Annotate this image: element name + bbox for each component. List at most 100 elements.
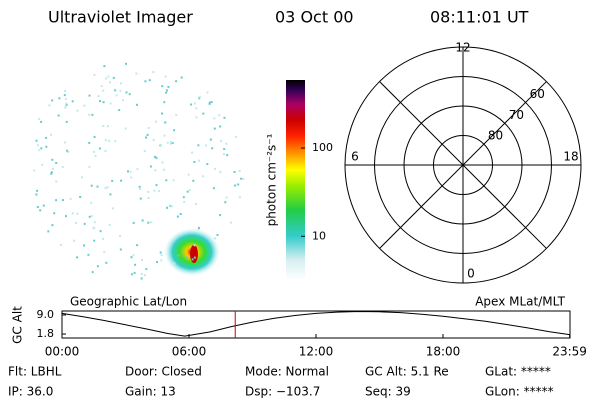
noise-pixel [145, 136, 147, 139]
noise-pixel [65, 103, 68, 106]
noise-pixel [36, 144, 39, 147]
noise-pixel [108, 224, 111, 226]
noise-pixel [140, 273, 143, 275]
colorbar-tick-label: 10 [312, 229, 326, 242]
noise-pixel [160, 259, 163, 262]
noise-pixel [88, 165, 91, 168]
noise-pixel [93, 221, 96, 224]
noise-pixel [152, 71, 155, 74]
noise-pixel [51, 224, 54, 227]
noise-pixel [125, 62, 127, 65]
noise-pixel [237, 183, 240, 186]
noise-pixel [149, 165, 152, 168]
noise-pixel [42, 204, 45, 207]
noise-pixel [179, 213, 182, 215]
noise-pixel [183, 200, 186, 203]
altitude-curve [61, 310, 570, 337]
noise-pixel [222, 153, 225, 156]
info-field: GC Alt: 5.1 Re [365, 365, 449, 379]
noise-pixel [206, 91, 209, 94]
noise-pixel [192, 179, 195, 182]
noise-pixel [165, 179, 168, 182]
noise-pixel [234, 135, 237, 138]
noise-pixel [205, 144, 207, 147]
noise-pixel [53, 212, 56, 215]
colorbar-tick-label: 100 [312, 141, 333, 154]
noise-pixel [76, 256, 79, 259]
noise-pixel [105, 77, 108, 80]
noise-pixel [188, 189, 191, 192]
noise-pixel [109, 193, 112, 196]
noise-pixel [93, 239, 96, 242]
noise-pixel [121, 99, 124, 102]
noise-pixel [119, 234, 122, 237]
noise-pixel [166, 141, 169, 144]
noise-pixel [208, 101, 211, 104]
noise-pixel [197, 144, 200, 147]
noise-pixel [225, 142, 228, 145]
noise-pixel [107, 75, 110, 78]
noise-pixel [47, 230, 50, 233]
noise-pixel [144, 80, 147, 83]
noise-pixel [161, 85, 164, 88]
noise-pixel [96, 185, 99, 188]
noise-pixel [36, 189, 39, 192]
noise-pixel [136, 103, 138, 106]
noise-pixel [139, 197, 142, 200]
noise-pixel [218, 114, 221, 117]
date: 03 Oct 00 [275, 8, 354, 27]
noise-pixel [160, 254, 163, 256]
y-tick-label: 9.0 [37, 308, 55, 321]
noise-pixel [198, 226, 200, 229]
noise-pixel [138, 185, 141, 188]
noise-pixel [58, 97, 61, 100]
noise-pixel [193, 161, 196, 163]
noise-pixel [133, 271, 136, 274]
noise-pixel [163, 168, 166, 171]
noise-pixel [175, 80, 178, 83]
noise-pixel [55, 180, 58, 183]
noise-pixel [65, 215, 67, 218]
noise-pixel [102, 237, 105, 240]
noise-pixel [65, 120, 68, 123]
noise-pixel [159, 251, 162, 254]
noise-pixel [87, 253, 90, 256]
noise-pixel [147, 127, 150, 129]
noise-pixel [164, 75, 167, 78]
noise-pixel [102, 101, 105, 104]
x-tick-label: 06:00 [172, 345, 207, 359]
noise-pixel [109, 102, 112, 105]
noise-pixel [171, 142, 174, 144]
noise-pixel [114, 89, 117, 92]
noise-pixel [172, 179, 175, 182]
noise-pixel [225, 196, 228, 199]
noise-pixel [103, 65, 106, 68]
noise-pixel [103, 250, 106, 253]
noise-pixel [229, 221, 232, 224]
noise-pixel [76, 212, 79, 215]
noise-pixel [62, 199, 64, 202]
mlt-label: 6 [351, 150, 359, 164]
noise-pixel [88, 215, 91, 218]
noise-pixel [198, 95, 201, 98]
noise-pixel [61, 166, 64, 169]
noise-pixel [79, 196, 82, 198]
noise-pixel [182, 196, 185, 199]
info-field: GLat: ***** [485, 365, 551, 379]
noise-pixel [139, 188, 142, 190]
noise-pixel [195, 116, 198, 119]
noise-pixel [233, 171, 236, 173]
noise-pixel [96, 265, 99, 268]
noise-pixel [75, 221, 78, 224]
x-tick-label: 18:00 [426, 345, 461, 359]
noise-pixel [195, 202, 197, 205]
noise-pixel [212, 187, 215, 190]
noise-pixel [170, 141, 172, 144]
noise-pixel [154, 169, 157, 172]
noise-pixel [155, 184, 158, 187]
noise-pixel [33, 169, 36, 172]
noise-pixel [114, 140, 117, 143]
noise-pixel [198, 97, 201, 100]
noise-pixel [140, 277, 143, 280]
